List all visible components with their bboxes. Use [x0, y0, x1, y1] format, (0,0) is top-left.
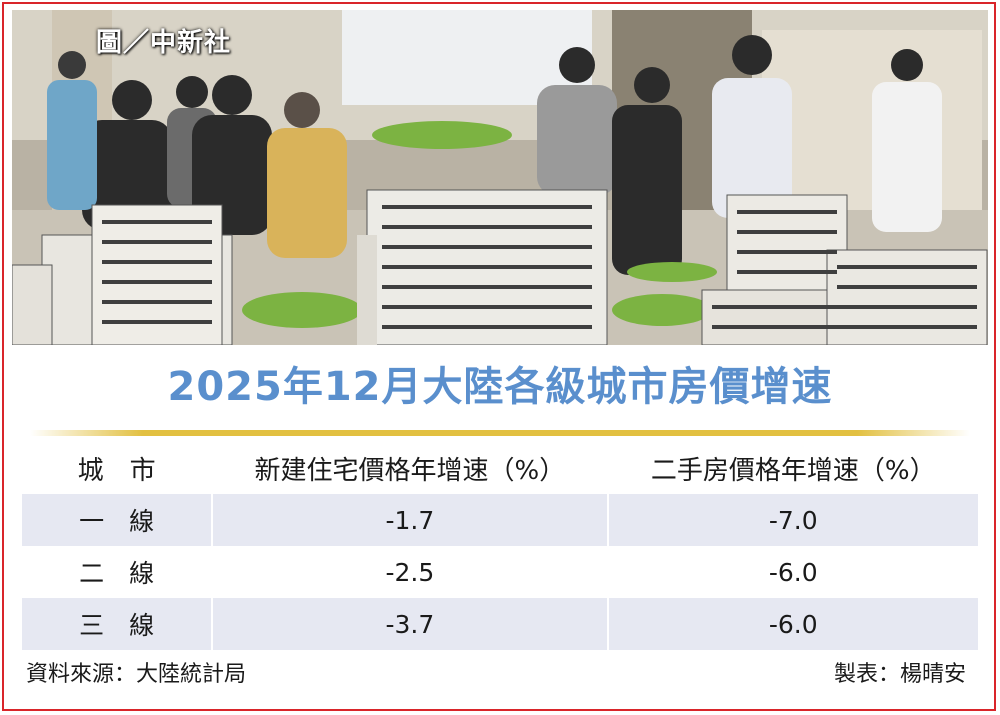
author-note: 製表：楊晴安: [833, 662, 966, 687]
photo-credit: 圖／中新社: [96, 28, 232, 58]
housing-price-table: 城 市 新建住宅價格年增速（%） 二手房價格年增速（%） 一 線 -1.7 -7…: [22, 442, 978, 650]
table-row: 二 線 -2.5 -6.0: [22, 546, 978, 598]
header-resale-growth: 二手房價格年增速（%）: [607, 442, 978, 494]
new-home-growth-cell: -3.7: [212, 598, 609, 650]
news-photo: 圖／中新社: [12, 10, 988, 345]
header-city: 城 市: [22, 442, 214, 494]
city-tier-cell: 一 線: [22, 494, 214, 546]
resale-growth-cell: -6.0: [607, 546, 978, 598]
header-new-home-growth: 新建住宅價格年增速（%）: [212, 442, 609, 494]
resale-growth-cell: -6.0: [607, 598, 978, 650]
photo-illustration: [12, 10, 988, 345]
source-note: 資料來源：大陸統計局: [26, 662, 247, 687]
table-header-row: 城 市 新建住宅價格年增速（%） 二手房價格年增速（%）: [22, 442, 978, 494]
new-home-growth-cell: -2.5: [212, 546, 609, 598]
table-row: 三 線 -3.7 -6.0: [22, 598, 978, 650]
city-tier-cell: 二 線: [22, 546, 214, 598]
resale-growth-cell: -7.0: [607, 494, 978, 546]
chart-title: 2025年12月大陸各級城市房價增速: [167, 364, 833, 410]
new-home-growth-cell: -1.7: [212, 494, 609, 546]
city-tier-cell: 三 線: [22, 598, 214, 650]
title-divider: [30, 430, 970, 436]
table-row: 一 線 -1.7 -7.0: [22, 494, 978, 546]
